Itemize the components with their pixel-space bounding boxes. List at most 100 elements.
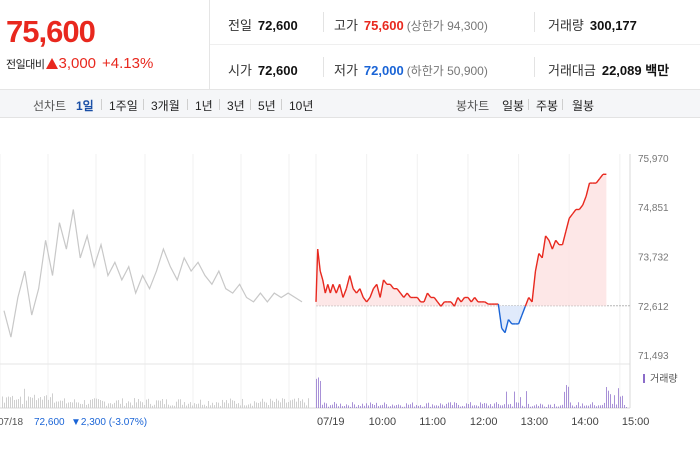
period-1d[interactable]: 1일 <box>76 99 94 113</box>
volume-bar-today <box>458 404 459 408</box>
volume-bar-today <box>444 405 445 408</box>
today-segment <box>335 284 341 294</box>
volume-bar-today <box>514 391 515 408</box>
volume-bar-prev <box>190 402 191 408</box>
prev-day-date: 07/18 <box>0 417 23 428</box>
volume-bar-today <box>624 405 625 408</box>
volume-bar-prev <box>266 402 267 408</box>
volume-bar-today <box>340 403 341 408</box>
volume-bar-prev <box>166 399 167 408</box>
volume-bar-today <box>490 404 491 408</box>
volume-bar-today <box>378 406 379 408</box>
volume-bar-prev <box>164 404 165 408</box>
volume-bar-prev <box>144 404 145 408</box>
volume-bar-prev <box>260 401 261 408</box>
today-segment <box>453 297 459 307</box>
volume-bar-prev <box>2 396 3 408</box>
today-segment <box>382 279 388 285</box>
period-3m[interactable]: 3개월 <box>151 99 180 113</box>
volume-bar-today <box>376 402 377 408</box>
period-1w[interactable]: 1주일 <box>109 99 138 113</box>
candle-monthly[interactable]: 월봉 <box>572 99 595 113</box>
volume-bar-today <box>324 402 325 408</box>
volume-bar-prev <box>110 403 111 408</box>
volume-bar-prev <box>246 405 247 408</box>
volume-bar-prev <box>224 402 225 408</box>
today-segment <box>599 173 604 180</box>
volume-bar-prev <box>152 405 153 408</box>
period-1y[interactable]: 1년 <box>195 99 213 113</box>
volume-bar-today <box>322 404 323 408</box>
y-tick-label: 72,612 <box>638 302 669 313</box>
today-segment <box>501 327 506 334</box>
period-10y[interactable]: 10년 <box>289 99 314 113</box>
chart-axis-labels: 75,970 74,851 73,732 72,612 71,493 거래량 07/19 10… <box>0 154 678 428</box>
volume-bar-prev <box>172 405 173 408</box>
volume-bar-today <box>498 403 499 408</box>
volume-bar-prev <box>208 401 209 408</box>
volume-bar-today <box>478 406 479 408</box>
volume-bar-prev <box>218 402 219 408</box>
volume-bar-prev <box>270 398 271 408</box>
volume-bar-prev <box>248 404 249 408</box>
volume-bar-today <box>536 404 537 408</box>
volume-bar-prev <box>82 404 83 408</box>
today-segment <box>582 196 587 206</box>
volume-bar-today <box>564 391 565 408</box>
period-5y[interactable]: 5년 <box>258 99 276 113</box>
today-segment <box>319 270 324 281</box>
volume-bar-prev <box>128 401 129 408</box>
candle-daily[interactable]: 일봉 <box>502 99 525 113</box>
volume-bar-today <box>480 402 481 408</box>
volume-bar-prev <box>44 396 45 408</box>
volume-bar-prev <box>18 399 19 408</box>
volume-bar-prev <box>290 400 291 408</box>
volume-bar-today <box>512 406 513 408</box>
volume-bar-today <box>592 402 593 408</box>
x-tick-label: 15:00 <box>622 416 650 428</box>
volume-bar-prev <box>56 401 57 408</box>
volume-bar-today <box>430 406 431 408</box>
volume-bar-today <box>538 405 539 408</box>
volume-bar-prev <box>286 402 287 408</box>
volume-bar-today <box>468 404 469 408</box>
volume-bar-prev <box>84 400 85 408</box>
today-segment <box>467 297 472 303</box>
prev-day-close: 72,600 <box>34 417 65 428</box>
volume-bar-prev <box>14 399 15 408</box>
chart-area-fills <box>316 174 607 333</box>
volume-bar-today <box>382 404 383 408</box>
volume-bar-today <box>544 406 545 408</box>
volume-bar-prev <box>100 400 101 408</box>
today-segment <box>436 301 442 307</box>
volume-bar-today <box>502 405 503 408</box>
volume-bar-prev <box>10 397 11 408</box>
volume-bar-prev <box>274 402 275 408</box>
volume-bar-prev <box>58 401 59 408</box>
volume-bar-prev <box>216 402 217 408</box>
volume-bar-prev <box>134 398 135 408</box>
volume-bar-today <box>534 405 535 408</box>
candle-chart-label: 봉차트 <box>456 99 490 113</box>
volume-bar-today <box>550 404 551 408</box>
today-segment <box>578 204 584 210</box>
volume-bar-today <box>420 405 421 408</box>
volume-bar-today <box>448 402 449 408</box>
volume-bar-today <box>486 403 487 408</box>
volume-bar-today <box>558 406 559 408</box>
y-tick-label: 71,493 <box>638 351 669 362</box>
today-segment <box>355 288 361 294</box>
volume-bar-today <box>326 403 327 408</box>
volume-bar-today <box>346 404 347 408</box>
today-segment <box>372 283 378 290</box>
price-chart[interactable]: 75,970 74,851 73,732 72,612 71,493 거래량 07/19 10… <box>0 118 700 450</box>
volume-bar-today <box>390 406 391 408</box>
candle-weekly[interactable]: 주봉 <box>536 99 559 113</box>
period-3y[interactable]: 3년 <box>227 99 245 113</box>
volume-bar-today <box>362 403 363 408</box>
price-summary: 75,600 전일대비 3,000 +4.13% <box>0 0 210 90</box>
volume-bar-today <box>532 406 533 408</box>
today-segment <box>315 249 319 302</box>
volume-bar-prev <box>4 402 5 408</box>
volume-bar-prev <box>192 405 193 408</box>
